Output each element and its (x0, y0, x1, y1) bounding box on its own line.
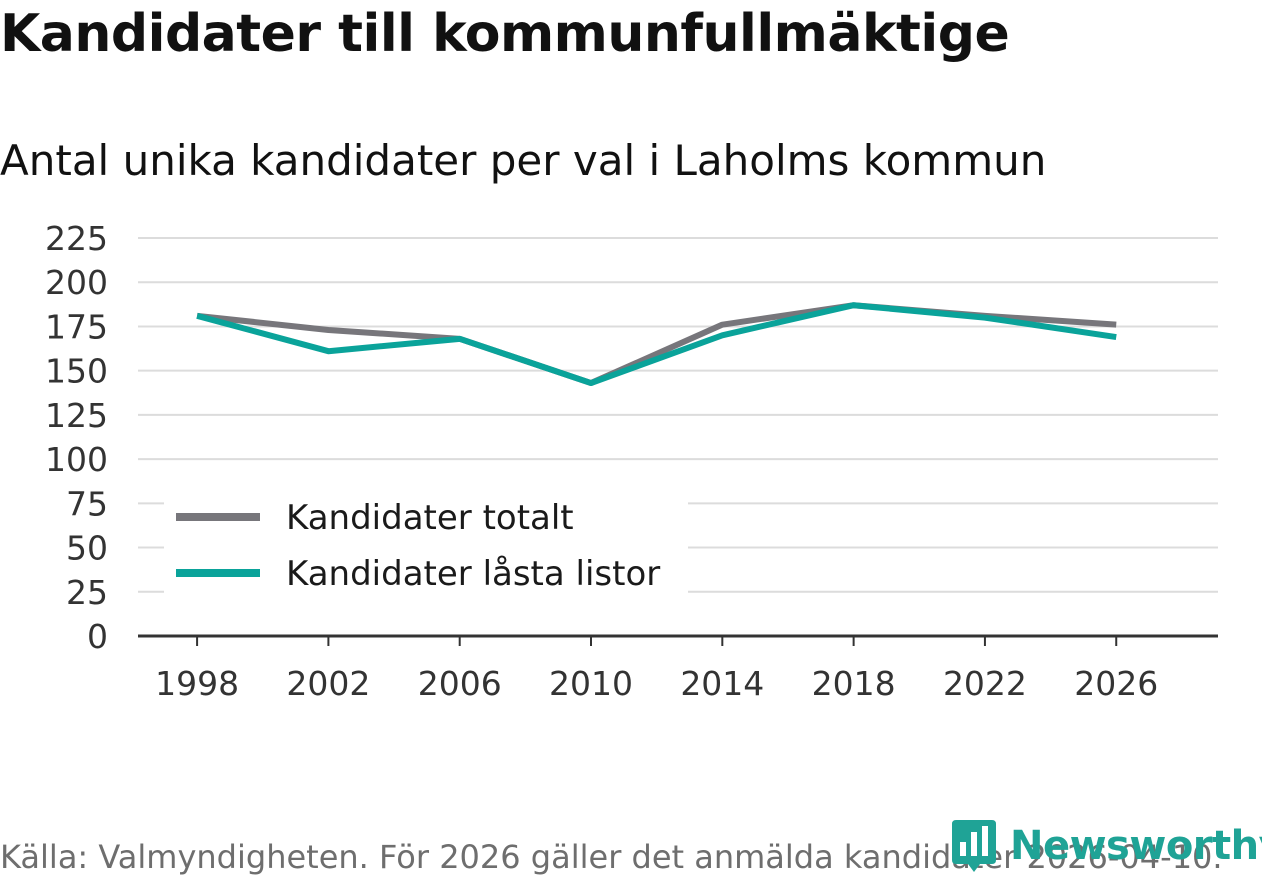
x-tick-label: 2018 (812, 664, 896, 703)
y-tick-label: 75 (66, 484, 108, 523)
x-tick-label: 2022 (943, 664, 1027, 703)
x-tick-label: 2006 (418, 664, 502, 703)
brand-logo: Newsworthy (950, 818, 1262, 874)
source-note: Källa: Valmyndigheten. För 2026 gäller d… (0, 838, 1223, 876)
y-tick-label: 125 (45, 396, 108, 435)
series-line-1 (196, 302, 1117, 387)
legend-label-0: Kandidater totalt (286, 498, 574, 538)
chart-logo-icon (952, 820, 996, 872)
x-axis-labels: 1998 2002 2006 2010 2014 2018 2022 2026 (155, 664, 1158, 703)
x-tick-label: 2002 (286, 664, 370, 703)
y-axis-labels: 0 25 50 75 100 125 150 175 200 225 (45, 219, 108, 656)
y-tick-label: 25 (66, 573, 108, 612)
x-tick-label: 2026 (1074, 664, 1158, 703)
x-tick-label: 2010 (549, 664, 633, 703)
legend: Kandidater totalt Kandidater låsta listor (164, 496, 688, 596)
x-tick-label: 1998 (155, 664, 239, 703)
y-tick-label: 50 (66, 529, 108, 568)
y-tick-label: 200 (45, 263, 108, 302)
x-tick-label: 2014 (680, 664, 764, 703)
legend-label-1: Kandidater låsta listor (286, 554, 660, 594)
y-tick-label: 225 (45, 219, 108, 258)
chart-title: Kandidater till kommunfullmäktige (0, 4, 1010, 64)
series-lines (196, 302, 1117, 387)
y-tick-label: 100 (45, 440, 108, 479)
legend-background (164, 496, 688, 596)
y-tick-label: 150 (45, 352, 108, 391)
brand-name: Newsworthy (1010, 823, 1262, 869)
y-tick-label: 175 (45, 307, 108, 346)
chart-subtitle: Antal unika kandidater per val i Laholms… (0, 136, 1047, 185)
y-tick-label: 0 (87, 617, 108, 656)
x-axis-ticks (196, 636, 1118, 646)
